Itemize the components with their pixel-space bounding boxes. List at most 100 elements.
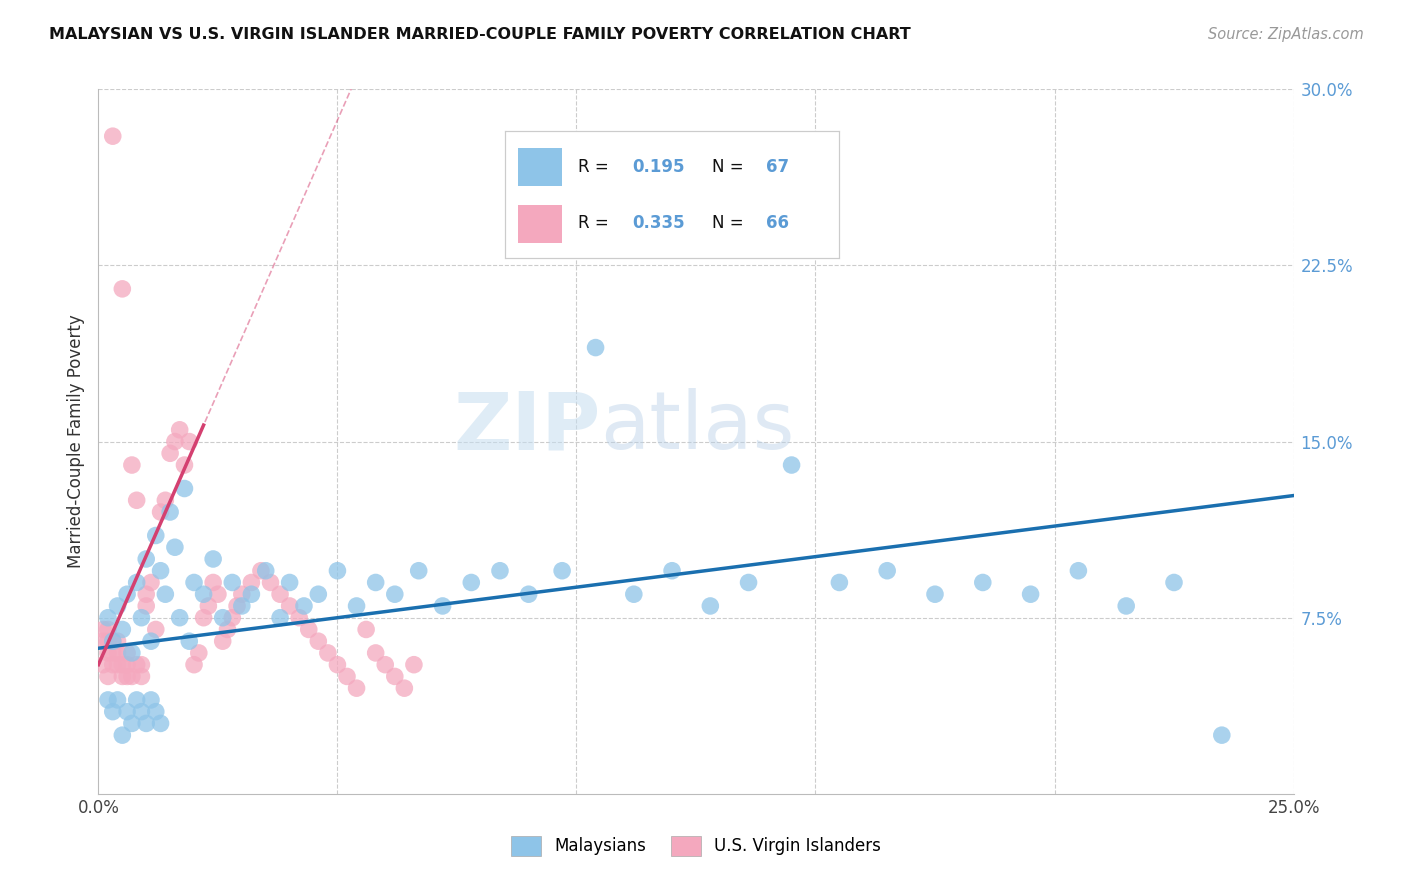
Point — [364, 646, 387, 660]
Point — [346, 681, 368, 696]
Point — [1067, 564, 1090, 578]
Point — [183, 657, 205, 672]
Point — [231, 599, 253, 613]
Point — [408, 564, 430, 578]
Point — [155, 587, 177, 601]
Point — [384, 587, 406, 601]
Point — [111, 669, 134, 683]
Point — [125, 657, 148, 672]
Point — [139, 693, 162, 707]
Point — [131, 705, 153, 719]
Point — [173, 482, 195, 496]
Point — [384, 669, 406, 683]
Point — [115, 669, 138, 683]
Point — [101, 646, 124, 660]
Point — [145, 528, 167, 542]
Point — [101, 705, 124, 719]
Point — [111, 623, 134, 637]
Point — [292, 599, 315, 613]
Point — [115, 646, 138, 660]
Point — [91, 623, 114, 637]
Point — [193, 610, 215, 624]
Point — [111, 657, 134, 672]
Point — [97, 610, 120, 624]
Point — [183, 575, 205, 590]
Point — [394, 681, 416, 696]
Point — [197, 599, 219, 613]
Point — [326, 564, 349, 578]
Point — [432, 599, 454, 613]
Point — [460, 575, 482, 590]
Point — [924, 587, 946, 601]
Point — [316, 646, 339, 660]
Point — [1211, 728, 1233, 742]
Point — [131, 610, 153, 624]
Point — [288, 610, 311, 624]
Point — [269, 610, 291, 624]
Point — [402, 657, 425, 672]
Point — [115, 587, 138, 601]
Point — [699, 599, 721, 613]
Point — [1019, 587, 1042, 601]
Point — [131, 657, 153, 672]
Point — [135, 552, 157, 566]
Point — [135, 587, 157, 601]
Text: MALAYSIAN VS U.S. VIRGIN ISLANDER MARRIED-COUPLE FAMILY POVERTY CORRELATION CHAR: MALAYSIAN VS U.S. VIRGIN ISLANDER MARRIE… — [49, 27, 911, 42]
Point — [193, 587, 215, 601]
Point — [163, 434, 186, 449]
Point — [97, 634, 120, 648]
Point — [876, 564, 898, 578]
Point — [97, 623, 120, 637]
Point — [250, 564, 273, 578]
Point — [269, 587, 291, 601]
Point — [91, 657, 114, 672]
Point — [828, 575, 851, 590]
Point — [221, 610, 243, 624]
Point — [91, 634, 114, 648]
Point — [115, 705, 138, 719]
Point — [155, 493, 177, 508]
Point — [278, 575, 301, 590]
Point — [517, 587, 540, 601]
Point — [121, 716, 143, 731]
Point — [145, 623, 167, 637]
Point — [131, 669, 153, 683]
Point — [298, 623, 321, 637]
Point — [221, 575, 243, 590]
Point — [107, 657, 129, 672]
Point — [97, 646, 120, 660]
Point — [240, 575, 263, 590]
Point — [374, 657, 396, 672]
Point — [139, 575, 162, 590]
Point — [107, 634, 129, 648]
Point — [254, 564, 277, 578]
Point — [173, 458, 195, 472]
Point — [354, 623, 377, 637]
Point — [364, 575, 387, 590]
Point — [115, 657, 138, 672]
Point — [159, 505, 181, 519]
Point — [107, 599, 129, 613]
Point — [149, 564, 172, 578]
Point — [231, 587, 253, 601]
Point — [202, 575, 225, 590]
Point — [972, 575, 994, 590]
Point — [737, 575, 759, 590]
Point — [125, 575, 148, 590]
Point — [139, 634, 162, 648]
Point — [169, 610, 191, 624]
Point — [145, 705, 167, 719]
Point — [1115, 599, 1137, 613]
Point — [307, 587, 329, 601]
Point — [326, 657, 349, 672]
Point — [101, 657, 124, 672]
Point — [111, 282, 134, 296]
Point — [307, 634, 329, 648]
Point — [97, 669, 120, 683]
Point — [107, 646, 129, 660]
Point — [585, 341, 607, 355]
Point — [207, 587, 229, 601]
Point — [336, 669, 359, 683]
Point — [211, 610, 233, 624]
Point — [179, 634, 201, 648]
